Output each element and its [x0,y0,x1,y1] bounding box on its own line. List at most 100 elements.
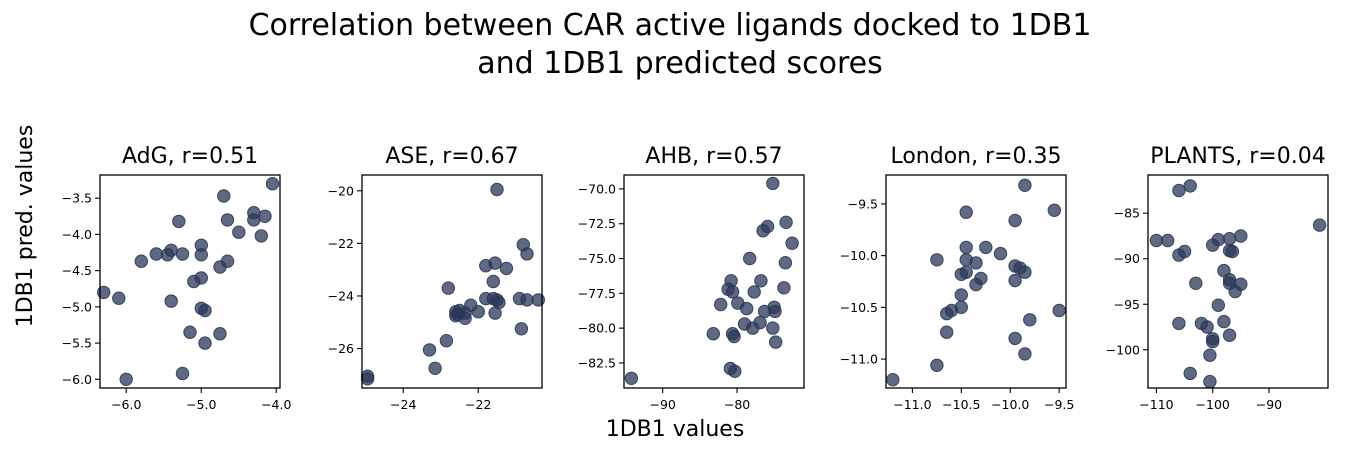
subplot-3: AHB, r=0.57 −90 −80 −82.5 −80.0 −77.5 −75.0 −72… [578,144,805,412]
data-point [1172,248,1186,262]
y-tick-label: −22 [328,236,354,251]
data-point [520,293,534,307]
subplot-2: ASE, r=0.67 −24 −22 −26 −24 −22 −20 [328,144,545,412]
data-point [422,343,437,357]
subplot-1: AdG, r=0.51 −6.0 −5.0 −4.0 −6.0 −5.5 −5.0 −4.5 −… [62,144,292,412]
y-tick-label: −85 [1114,206,1140,221]
data-point [149,247,164,261]
data-point [930,253,944,267]
x-tick-label: −80 [724,397,750,412]
y-tick-label: −77.5 [578,286,616,301]
data-point [1018,347,1032,361]
data-point [766,176,780,191]
data-point [458,311,472,325]
x-tick-label: −24 [390,397,416,412]
y-tick-label: −5.5 [62,336,92,351]
x-tick-label: −4.0 [261,397,291,412]
data-point [1217,314,1231,329]
y-tick-label: −100 [1106,342,1140,357]
data-point [175,247,190,261]
data-point [1203,374,1217,389]
y-tick-label: −24 [328,288,354,303]
data-point [768,304,782,319]
y-tick-label: −4.0 [62,227,92,242]
data-point [993,246,1008,261]
data-point [479,291,493,306]
data-point [743,251,757,266]
data-point [779,215,793,230]
data-point [520,247,534,261]
data-point [1234,229,1248,243]
figure-title-line1: Correlation between CAR active ligands d… [249,8,1092,43]
data-point [471,305,485,319]
data-point [747,285,761,299]
data-point [954,267,968,281]
y-tick-label: −72.5 [578,216,616,231]
data-point [175,366,190,381]
subplot-title: London, r=0.35 [890,144,1061,169]
data-point [725,285,740,299]
x-tick-label: −100 [1196,397,1230,412]
data-point [1172,316,1186,331]
y-tick-label: −20 [328,183,354,198]
y-tick-label: −82.5 [578,355,616,370]
y-tick-label: −95 [1114,297,1140,312]
x-tick-label: −11.0 [893,397,931,412]
data-point [172,214,186,229]
x-tick-label: −110 [1139,397,1173,412]
y-tick-label: −5.0 [62,299,92,314]
y-tick-label: −3.5 [62,191,92,206]
data-point [488,306,502,320]
data-point [1008,213,1022,228]
x-tick-label: −5.0 [186,397,216,412]
data-point [164,294,178,308]
data-point [979,240,993,255]
axes-frame [361,174,543,389]
data-point [514,322,529,336]
subplot-title: PLANTS, r=0.04 [1150,144,1325,169]
data-point [428,361,442,375]
data-point [247,213,261,227]
data-point [624,371,639,385]
data-point [754,274,768,288]
data-point [258,209,272,224]
y-axis-label: 1DB1 pred. values [13,125,38,328]
data-point [727,329,741,344]
y-tick-label: −80.0 [578,321,616,336]
data-point [439,334,454,348]
data-point [886,373,900,387]
data-point [1052,303,1066,318]
data-point [187,274,201,289]
data-point [1183,179,1197,193]
data-point [217,189,231,203]
data-point [479,259,493,273]
data-point [1206,238,1220,252]
data-point [777,281,791,295]
y-tick-label: −26 [328,341,354,356]
data-point [1189,276,1203,290]
x-tick-label: −9.5 [1044,397,1074,412]
data-point [1200,320,1214,334]
data-point [220,213,235,227]
data-point [232,225,246,239]
data-point [1183,366,1197,381]
data-point [766,321,780,335]
data-point [1206,332,1220,346]
y-tick-label: −11.0 [840,352,878,367]
data-point [265,177,280,191]
data-point [1312,218,1327,232]
subplot-panels: AdG, r=0.51 −6.0 −5.0 −4.0 −6.0 −5.5 −5.0 −4.5 −… [62,144,1329,412]
axes-frame [99,174,281,389]
y-tick-label: −4.5 [62,263,92,278]
data-point [1225,244,1240,259]
axes-frame [885,174,1067,389]
data-point [728,364,742,378]
data-point [769,335,783,349]
figure-title-line2: and 1DB1 predicted scores [477,46,882,81]
data-point [360,372,375,386]
data-point [1211,298,1226,312]
x-tick-label: −22 [465,397,491,412]
data-point [1018,265,1032,279]
data-point [441,281,455,295]
